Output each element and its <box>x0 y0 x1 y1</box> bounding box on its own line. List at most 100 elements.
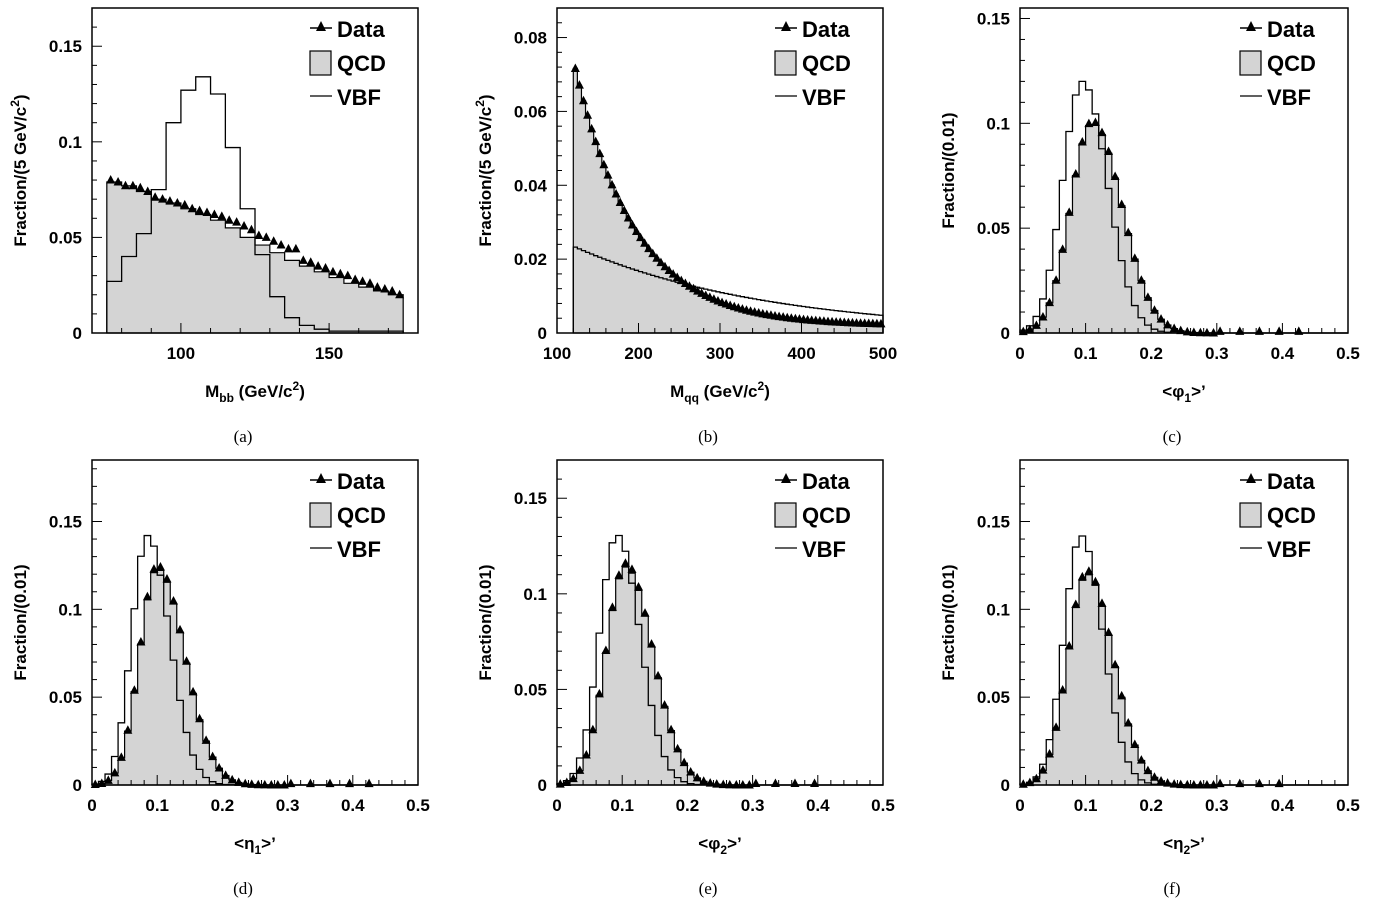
x-tick-label: 0 <box>1015 344 1024 363</box>
y-axis-label: Fraction/(0.01) <box>939 564 958 680</box>
data-point <box>578 95 588 105</box>
data-point <box>1156 776 1166 785</box>
data-point <box>1163 319 1173 329</box>
x-tick-label: 0 <box>1015 796 1024 815</box>
x-tick-label: 0.5 <box>1336 344 1360 363</box>
y-tick-label: 0 <box>1001 324 1010 343</box>
y-tick-label: 0.05 <box>514 680 547 699</box>
data-point <box>1084 566 1094 575</box>
y-tick-label: 0 <box>1001 776 1010 795</box>
data-point <box>666 724 676 734</box>
data-point <box>699 776 709 785</box>
data-point <box>175 624 185 634</box>
x-tick-label: 0.4 <box>1271 344 1295 363</box>
data-point <box>253 779 263 789</box>
data-point <box>672 272 682 281</box>
data-point <box>611 189 621 198</box>
data-point <box>647 639 657 648</box>
data-point <box>1169 323 1179 333</box>
data-point <box>221 770 231 779</box>
panel-caption: (b) <box>698 427 718 446</box>
y-tick-label: 0.15 <box>977 512 1010 531</box>
legend-data-label: Data <box>1267 469 1315 494</box>
data-point <box>627 564 637 573</box>
data-point <box>313 261 323 270</box>
y-tick-label: 0.05 <box>977 688 1010 707</box>
legend: Data QCD VBF <box>309 17 386 110</box>
data-point <box>343 270 353 280</box>
data-point <box>601 645 611 654</box>
data-point <box>631 226 641 235</box>
data-point <box>1077 137 1087 146</box>
data-point <box>395 289 405 299</box>
data-point <box>634 582 643 591</box>
y-axis-label: Fraction/(5 GeV/c2) <box>8 94 30 246</box>
x-tick-label: 300 <box>706 344 734 363</box>
data-point <box>1182 779 1192 789</box>
y-axis-label: Fraction/(0.01) <box>11 564 30 680</box>
data-point <box>744 779 754 789</box>
data-point <box>116 752 126 761</box>
data-point <box>129 685 139 694</box>
legend-qcd-swatch <box>774 502 797 528</box>
panel-a: 100 150 0 0.05 0.1 0.15 Mbb (GeV/c2) Fraction/(… <box>8 7 419 446</box>
data-point <box>1130 253 1140 262</box>
legend: Data QCD VBF <box>1239 17 1316 110</box>
data-point <box>227 774 237 784</box>
legend-data-marker <box>1246 21 1256 31</box>
data-point <box>627 219 637 229</box>
data-point <box>1031 320 1041 329</box>
x-axis-label: <φ2>’ <box>698 834 741 857</box>
data-point <box>1195 779 1205 789</box>
x-tick-label: 200 <box>624 344 652 363</box>
panel-f: 0 0.1 0.2 0.3 0.4 0.5 0 0.05 0.1 0.15 <η2>’ Fractio… <box>939 459 1360 898</box>
data-point <box>172 198 182 207</box>
x-tick-label: 150 <box>315 344 343 363</box>
legend-qcd-label: QCD <box>337 503 386 528</box>
data-point <box>664 265 674 275</box>
data-point <box>607 179 617 189</box>
data-point <box>1071 169 1081 178</box>
data-point <box>135 182 145 192</box>
x-tick-label: 0.2 <box>1139 344 1163 363</box>
x-tick-label: 0.1 <box>145 796 169 815</box>
data-point <box>142 591 152 601</box>
data-point <box>1117 690 1127 700</box>
y-axis-label: Fraction/(5 GeV/c2) <box>473 94 495 246</box>
y-tick-label: 0.05 <box>49 688 82 707</box>
y-tick-label: 0.02 <box>514 250 547 269</box>
legend-data-marker <box>1246 473 1256 483</box>
qcd-histogram <box>1019 574 1348 786</box>
data-point <box>1130 739 1140 748</box>
data-point <box>1176 325 1186 335</box>
panel-d: 0 0.1 0.2 0.3 0.4 0.5 0 0.05 0.1 0.15 <η1>’ Fractio… <box>11 459 430 898</box>
data-point <box>1156 314 1166 323</box>
y-tick-label: 0.06 <box>514 102 547 121</box>
data-point <box>306 257 316 266</box>
data-point <box>1143 765 1153 775</box>
legend: Data QCD VBF <box>774 17 851 110</box>
legend-data-label: Data <box>337 17 385 42</box>
y-tick-label: 0.15 <box>49 37 82 56</box>
y-tick-label: 0.15 <box>49 512 82 531</box>
legend-qcd-label: QCD <box>337 51 386 76</box>
data-point <box>619 205 629 215</box>
data-point <box>1104 146 1114 156</box>
data-point <box>1051 275 1061 284</box>
x-tick-label: 0.2 <box>1139 796 1163 815</box>
data-point <box>1189 327 1199 336</box>
data-point <box>731 779 741 789</box>
data-point <box>615 197 625 207</box>
data-point <box>128 180 138 190</box>
legend-data-label: Data <box>802 469 850 494</box>
data-point <box>562 777 572 787</box>
legend: Data QCD VBF <box>774 469 851 562</box>
data-point <box>202 207 212 217</box>
data-point <box>291 243 301 253</box>
x-tick-label: 0 <box>87 796 96 815</box>
data-point <box>570 63 580 72</box>
data-point <box>1117 199 1127 209</box>
y-tick-label: 0.05 <box>977 219 1010 238</box>
data-point <box>1058 244 1068 253</box>
x-axis-label: <φ1>’ <box>1162 382 1205 405</box>
